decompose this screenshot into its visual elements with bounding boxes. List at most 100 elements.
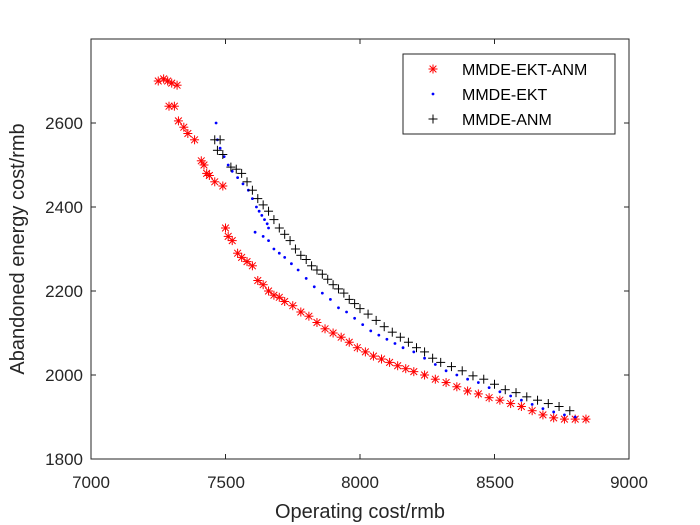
x-tick-label: 7000 xyxy=(72,473,110,492)
legend-marker-mmde-ekt-anm xyxy=(428,64,438,74)
point-mmde-ekt xyxy=(272,247,276,251)
point-mmde-anm xyxy=(436,357,446,367)
point-mmde-ekt xyxy=(423,356,426,360)
point-mmde-ekt-anm xyxy=(264,286,274,296)
point-mmde-anm xyxy=(212,145,222,155)
point-mmde-ekt xyxy=(573,415,577,419)
point-mmde-ekt-anm xyxy=(173,116,183,126)
point-mmde-anm xyxy=(317,269,327,279)
point-mmde-ekt xyxy=(444,369,448,373)
y-tick-label: 2000 xyxy=(45,366,83,385)
point-mmde-ekt-anm xyxy=(441,378,451,388)
point-mmde-ekt-anm xyxy=(409,367,419,377)
point-mmde-ekt xyxy=(260,214,264,217)
point-mmde-anm xyxy=(355,304,365,314)
point-mmde-ekt xyxy=(261,235,265,238)
point-mmde-ekt-anm xyxy=(484,393,494,403)
point-mmde-anm xyxy=(428,353,438,363)
data-points xyxy=(153,74,591,424)
point-mmde-ekt-anm xyxy=(495,395,505,405)
point-mmde-ekt xyxy=(393,342,397,345)
point-mmde-anm xyxy=(344,294,354,304)
point-mmde-ekt xyxy=(218,146,222,150)
point-mmde-ekt xyxy=(320,291,324,295)
legend-marker-mmde-ekt xyxy=(431,92,435,96)
point-mmde-anm xyxy=(253,194,263,204)
point-mmde-anm xyxy=(296,250,306,260)
point-mmde-anm xyxy=(274,223,284,233)
point-mmde-ekt xyxy=(236,176,240,180)
point-mmde-ekt-anm xyxy=(385,357,395,367)
point-mmde-anm xyxy=(258,200,268,210)
point-mmde-ekt xyxy=(433,363,437,366)
x-tick-label: 9000 xyxy=(610,473,648,492)
point-mmde-ekt xyxy=(267,239,270,243)
point-mmde-anm xyxy=(387,327,397,337)
point-mmde-anm xyxy=(522,392,532,402)
point-mmde-anm xyxy=(301,255,311,264)
point-mmde-ekt xyxy=(476,381,480,384)
point-mmde-ekt xyxy=(498,390,502,394)
point-mmde-anm xyxy=(371,315,381,325)
point-mmde-ekt-anm xyxy=(274,292,284,302)
point-mmde-ekt-anm xyxy=(242,257,252,267)
point-mmde-anm xyxy=(280,229,290,239)
point-mmde-ekt-anm xyxy=(516,402,526,411)
point-mmde-ekt xyxy=(230,169,234,173)
tick-labels: 7000 7500 8000 8500 9000 1800 2000 2200 … xyxy=(45,114,648,492)
point-mmde-anm xyxy=(533,395,543,405)
point-mmde-ekt xyxy=(267,226,270,230)
point-mmde-anm xyxy=(339,288,349,298)
point-mmde-ekt xyxy=(455,373,459,377)
point-mmde-anm xyxy=(218,150,228,159)
point-mmde-ekt-anm xyxy=(549,413,559,423)
point-mmde-anm xyxy=(264,206,274,216)
point-mmde-ekt xyxy=(296,268,300,272)
point-mmde-anm xyxy=(312,265,322,275)
y-tick-label: 1800 xyxy=(45,450,83,469)
point-mmde-ekt-anm xyxy=(237,252,247,262)
point-mmde-ekt-anm xyxy=(344,337,354,347)
point-mmde-ekt-anm xyxy=(352,343,362,353)
legend-label-mmde-anm: MMDE-ANM xyxy=(462,112,552,129)
point-mmde-ekt xyxy=(277,251,281,255)
point-mmde-ekt xyxy=(353,316,357,320)
x-tick-label: 8500 xyxy=(476,473,514,492)
point-mmde-ekt xyxy=(345,310,348,314)
point-mmde-ekt-anm xyxy=(538,410,548,420)
point-mmde-ekt-anm xyxy=(169,101,179,111)
legend-label-mmde-ekt: MMDE-EKT xyxy=(462,87,548,104)
point-mmde-ekt-anm xyxy=(296,307,306,317)
point-mmde-ekt-anm xyxy=(328,328,338,338)
point-mmde-ekt xyxy=(255,205,258,209)
point-mmde-ekt xyxy=(265,222,269,226)
point-mmde-ekt-anm xyxy=(190,135,200,145)
point-mmde-ekt xyxy=(401,346,405,350)
point-mmde-ekt xyxy=(241,182,245,186)
point-mmde-ekt-anm xyxy=(377,354,387,364)
point-mmde-ekt-anm xyxy=(570,414,580,424)
y-tick-label: 2200 xyxy=(45,282,83,301)
point-mmde-anm xyxy=(379,322,389,332)
axis-ticks xyxy=(90,39,630,460)
point-mmde-ekt-anm xyxy=(368,351,378,361)
point-mmde-ekt-anm xyxy=(401,364,411,374)
point-mmde-ekt xyxy=(377,333,381,337)
point-mmde-anm xyxy=(543,399,553,409)
point-mmde-ekt-anm xyxy=(393,361,403,371)
y-tick-label: 2600 xyxy=(45,114,83,133)
point-mmde-anm xyxy=(420,347,430,357)
point-mmde-anm xyxy=(511,388,521,398)
point-mmde-ekt xyxy=(530,403,534,406)
point-mmde-ekt-anm xyxy=(360,347,370,357)
legend-box xyxy=(402,53,616,135)
point-mmde-anm xyxy=(411,343,421,353)
point-mmde-ekt-anm xyxy=(559,414,569,424)
point-mmde-ekt xyxy=(329,298,332,301)
point-mmde-ekt-anm xyxy=(581,414,591,424)
point-mmde-ekt-anm xyxy=(288,301,298,311)
point-mmde-ekt xyxy=(552,410,556,414)
y-tick-label: 2400 xyxy=(45,198,83,217)
point-mmde-ekt xyxy=(304,277,308,280)
point-mmde-ekt-anm xyxy=(473,389,483,399)
